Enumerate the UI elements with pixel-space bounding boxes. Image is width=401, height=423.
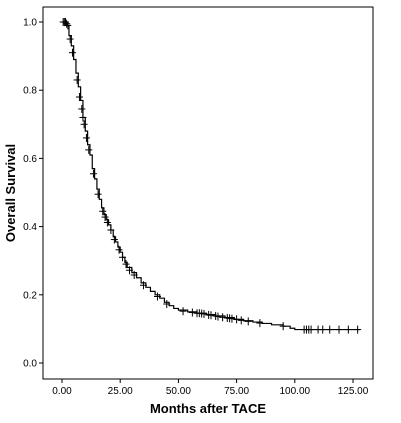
censor-mark xyxy=(200,309,208,318)
censor-mark xyxy=(244,317,252,326)
censor-mark xyxy=(68,48,76,57)
censor-mark xyxy=(99,207,107,216)
y-tick-label: 0.4 xyxy=(23,222,37,233)
x-tick-label: 50.00 xyxy=(166,386,191,397)
censor-mark xyxy=(237,316,245,325)
censor-mark xyxy=(153,292,161,301)
censor-mark xyxy=(79,113,87,122)
y-axis: 0.0 0.2 0.4 0.6 0.8 1.0 xyxy=(23,18,43,370)
censor-mark xyxy=(354,325,362,334)
censor-mark xyxy=(126,266,134,275)
censor-mark xyxy=(188,308,196,317)
censor-mark xyxy=(307,325,315,334)
censor-mark xyxy=(163,300,171,309)
censor-mark xyxy=(139,281,147,290)
censor-mark xyxy=(75,93,83,102)
censor-marks xyxy=(59,18,362,334)
x-axis-title: Months after TACE xyxy=(150,401,266,416)
censor-mark xyxy=(66,35,74,44)
censor-mark xyxy=(335,325,343,334)
censor-mark xyxy=(256,319,264,328)
y-axis-title: Overall Survival xyxy=(3,144,18,242)
y-tick-label: 1.0 xyxy=(23,18,37,29)
censor-mark xyxy=(326,325,334,334)
x-tick-label: 125.00 xyxy=(338,386,369,397)
censor-mark xyxy=(115,245,123,254)
y-tick-label: 0.6 xyxy=(23,154,37,165)
censor-mark xyxy=(228,314,236,323)
censor-mark xyxy=(63,19,71,28)
censor-mark xyxy=(130,271,138,280)
censor-mark xyxy=(344,325,352,334)
x-tick-label: 25.00 xyxy=(108,386,133,397)
censor-mark xyxy=(214,312,222,321)
censor-mark xyxy=(73,75,81,84)
censor-mark xyxy=(101,213,109,222)
censor-mark xyxy=(122,260,130,269)
censor-mark xyxy=(107,226,115,235)
y-tick-label: 0.2 xyxy=(23,290,37,301)
censor-mark xyxy=(179,307,187,316)
censor-mark xyxy=(80,120,88,129)
x-tick-label: 100.00 xyxy=(280,386,311,397)
x-tick-label: 0.00 xyxy=(52,386,72,397)
censor-mark xyxy=(64,21,72,30)
censor-mark xyxy=(82,133,90,142)
censor-mark xyxy=(103,218,111,227)
censor-mark xyxy=(233,315,241,324)
x-tick-label: 75.00 xyxy=(224,386,249,397)
censor-mark xyxy=(94,190,102,199)
censor-mark xyxy=(78,104,86,113)
y-tick-label: 0.0 xyxy=(23,359,37,370)
censor-mark xyxy=(110,235,118,244)
plot-frame xyxy=(42,6,374,380)
censor-mark xyxy=(207,311,215,320)
censor-mark xyxy=(89,169,97,178)
x-axis: 0.00 25.00 50.00 75.00 100.00 125.00 xyxy=(52,379,369,397)
censor-mark xyxy=(219,313,227,322)
y-tick-label: 0.8 xyxy=(23,86,37,97)
censor-mark xyxy=(279,322,287,331)
censor-mark xyxy=(119,253,127,262)
censor-mark xyxy=(85,145,93,154)
censor-mark xyxy=(319,325,327,334)
